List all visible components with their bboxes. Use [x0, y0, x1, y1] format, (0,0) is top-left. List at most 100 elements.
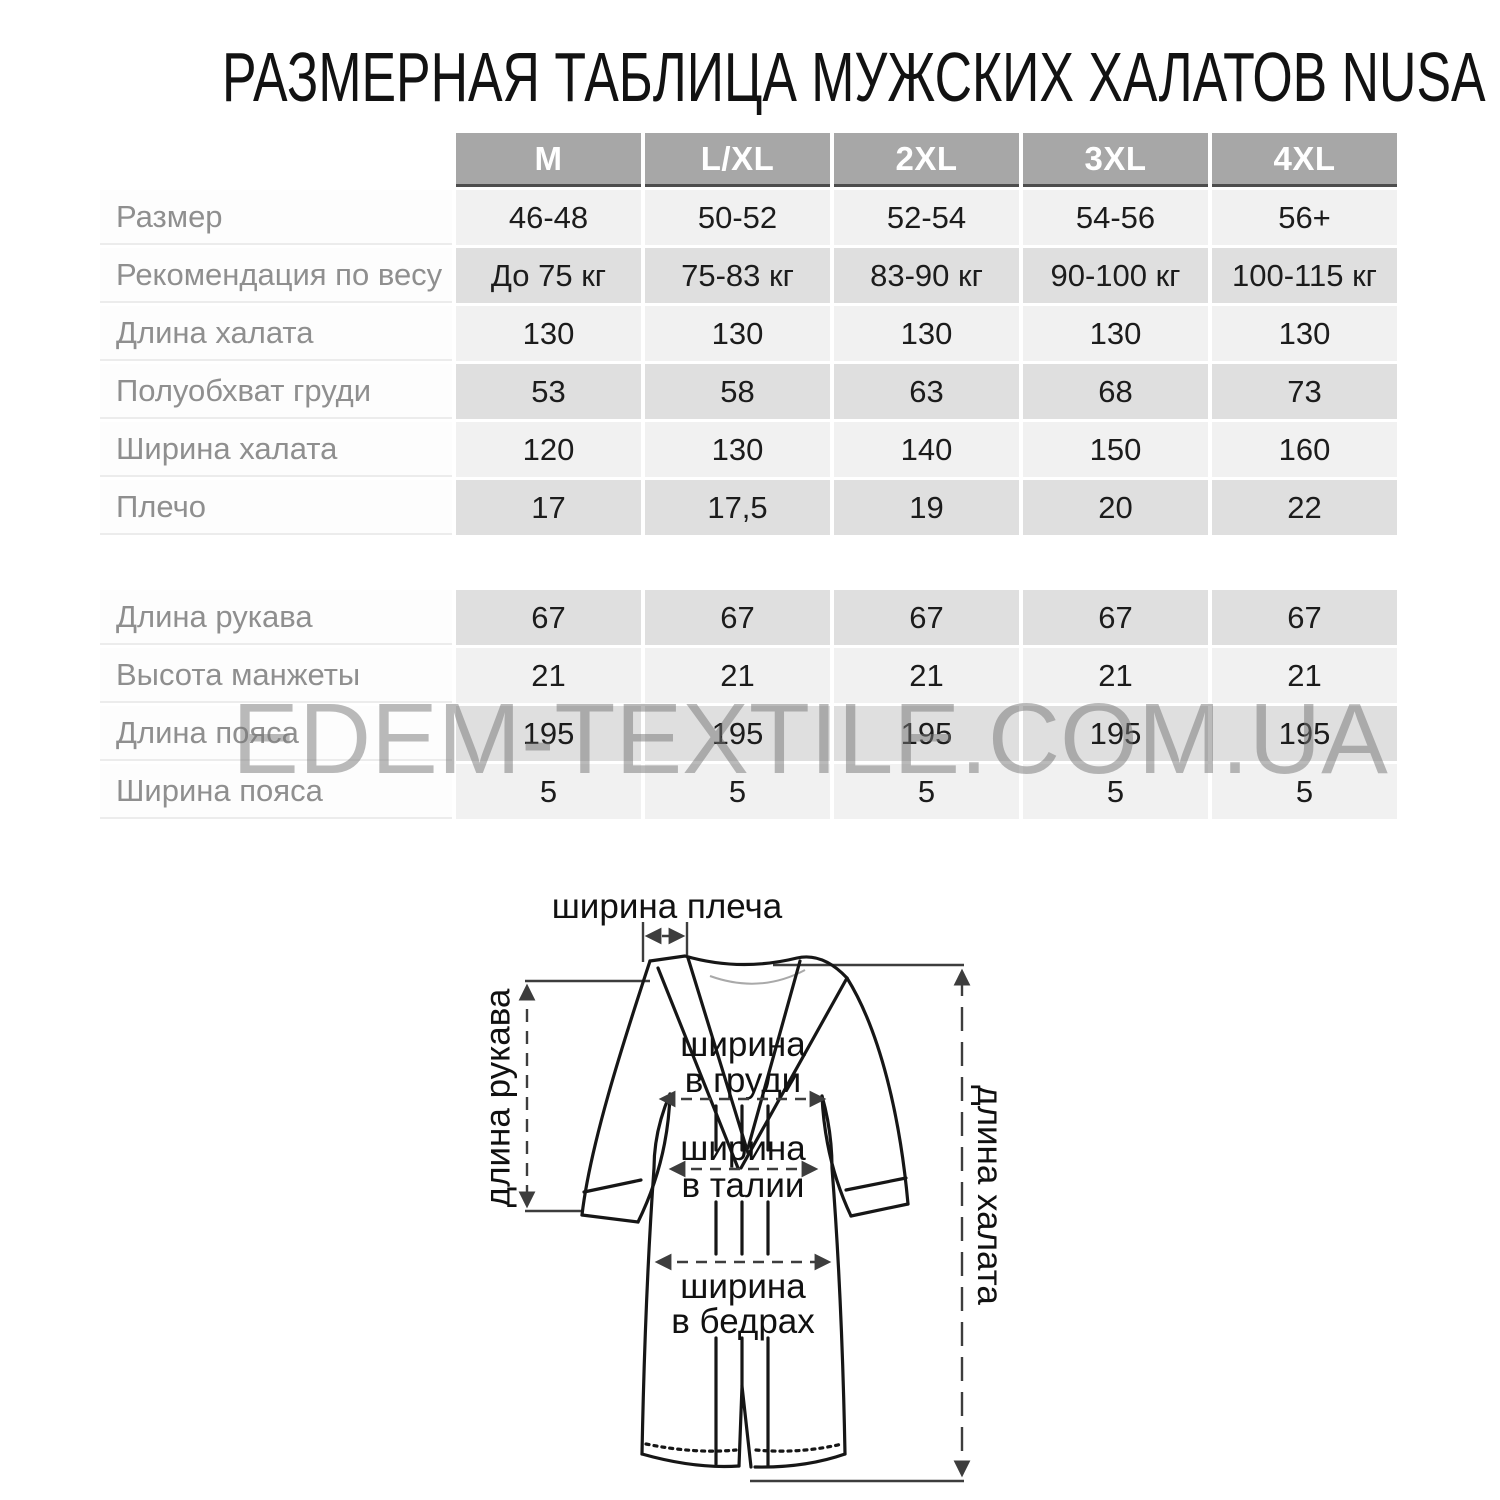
row-label: Длина рукава — [100, 590, 452, 645]
cell: 67 — [456, 590, 641, 645]
cell: 56+ — [1212, 190, 1397, 245]
column-header-2xl: 2XL — [834, 133, 1019, 187]
row-label: Длина халата — [100, 306, 452, 361]
row-robe-length: Длина халата 130 130 130 130 130 — [100, 306, 1397, 361]
row-cuff-height: Высота манжеты 21 21 21 21 21 — [100, 648, 1397, 703]
robe-collar-left-inner — [686, 956, 750, 1155]
row-label: Ширина пояса — [100, 764, 452, 819]
robe-collar-right-outer — [739, 976, 849, 1170]
cell: 68 — [1023, 364, 1208, 419]
robe-bottom-slit — [737, 1384, 753, 1469]
cell: 5 — [645, 764, 830, 819]
cell: 67 — [834, 590, 1019, 645]
cell: 73 — [1212, 364, 1397, 419]
cell: 19 — [834, 480, 1019, 535]
robe-front-lines-middle — [714, 1200, 770, 1256]
robe-hem-stitch-left — [644, 1442, 738, 1453]
diagram-label-chest-width-1: ширина — [680, 1025, 806, 1064]
cell: 58 — [645, 364, 830, 419]
cell: 5 — [834, 764, 1019, 819]
cell: 195 — [456, 706, 641, 761]
row-label: Длина пояса — [100, 706, 452, 761]
row-shoulder: Плечо 17 17,5 19 20 22 — [100, 480, 1397, 535]
cell: 75-83 кг — [645, 248, 830, 303]
robe-cuff-left-end — [580, 1213, 640, 1224]
cell: 52-54 — [834, 190, 1019, 245]
robe-hem-left — [640, 1452, 741, 1469]
cell: 22 — [1212, 480, 1397, 535]
row-label: Рекомендация по весу — [100, 248, 452, 303]
robe-body-left — [640, 1092, 672, 1456]
cell: 130 — [1023, 306, 1208, 361]
cell: 130 — [1212, 306, 1397, 361]
robe-measurement-diagram: ширина плеча длина рукава длина халата — [470, 866, 1015, 1500]
robe-sleeve-left-outer — [580, 959, 652, 1217]
cell: 195 — [1212, 706, 1397, 761]
table-block-gap — [100, 538, 1397, 590]
robe-body-right — [820, 1094, 847, 1456]
cell: 21 — [1212, 648, 1397, 703]
diagram-label-waist-width-2: в талии — [682, 1166, 805, 1205]
row-label: Ширина халата — [100, 422, 452, 477]
row-sleeve-length: Длина рукава 67 67 67 67 67 — [100, 590, 1397, 645]
cell: 100-115 кг — [1212, 248, 1397, 303]
cell: 20 — [1023, 480, 1208, 535]
column-header-4xl: 4XL — [1212, 133, 1397, 187]
row-size: Размер 46-48 50-52 52-54 54-56 56+ — [100, 190, 1397, 245]
cell: 63 — [834, 364, 1019, 419]
robe-cuff-right-end — [849, 1202, 910, 1218]
cell: 140 — [834, 422, 1019, 477]
robe-cuff-left-band — [582, 1178, 643, 1194]
column-header-lxl: L/XL — [645, 133, 830, 187]
diagram-label-hips-width-2: в бедрах — [671, 1302, 815, 1341]
cell: 130 — [645, 306, 830, 361]
cell: 130 — [834, 306, 1019, 361]
cell: До 75 кг — [456, 248, 641, 303]
cell: 17,5 — [645, 480, 830, 535]
cell: 150 — [1023, 422, 1208, 477]
robe-diagram-svg: ширина плеча длина рукава длина халата — [478, 887, 1009, 1483]
table-header-row: M L/XL 2XL 3XL 4XL — [100, 133, 1397, 187]
cell: 5 — [1023, 764, 1208, 819]
cell: 53 — [456, 364, 641, 419]
cell: 21 — [1023, 648, 1208, 703]
robe-sleeve-right-outer — [845, 976, 910, 1206]
cell: 160 — [1212, 422, 1397, 477]
robe-hem-stitch-right — [754, 1442, 844, 1453]
robe-cuff-right-band — [844, 1176, 908, 1192]
cell: 120 — [456, 422, 641, 477]
robe-front-lines-lower — [714, 1336, 770, 1467]
diagram-label-hips-width-1: ширина — [680, 1267, 806, 1306]
cell: 21 — [834, 648, 1019, 703]
cell: 195 — [645, 706, 830, 761]
cell: 67 — [1023, 590, 1208, 645]
row-label: Высота манжеты — [100, 648, 452, 703]
page-title: РАЗМЕРНАЯ ТАБЛИЦА МУЖСКИХ ХАЛАТОВ NUSA — [221, 38, 1486, 117]
cell: 46-48 — [456, 190, 641, 245]
cell: 195 — [834, 706, 1019, 761]
cell: 50-52 — [645, 190, 830, 245]
diagram-label-waist-width-1: ширина — [680, 1129, 806, 1168]
column-header-3xl: 3XL — [1023, 133, 1208, 187]
cell: 83-90 кг — [834, 248, 1019, 303]
cell: 195 — [1023, 706, 1208, 761]
cell: 21 — [645, 648, 830, 703]
cell: 67 — [645, 590, 830, 645]
cell: 21 — [456, 648, 641, 703]
cell: 17 — [456, 480, 641, 535]
cell: 54-56 — [1023, 190, 1208, 245]
robe-hem-right — [753, 1452, 847, 1469]
diagram-label-sleeve-length: длина рукава — [478, 988, 517, 1207]
row-belt-length: Длина пояса 195 195 195 195 195 — [100, 706, 1397, 761]
robe-sleeve-left-inner — [636, 1092, 672, 1224]
header-corner-cell — [100, 133, 452, 187]
cell: 67 — [1212, 590, 1397, 645]
cell: 90-100 кг — [1023, 248, 1208, 303]
row-robe-width: Ширина халата 120 130 140 150 160 — [100, 422, 1397, 477]
robe-collar-left-outer — [656, 966, 740, 1170]
row-weight-recommendation: Рекомендация по весу До 75 кг 75-83 кг 8… — [100, 248, 1397, 303]
diagram-label-chest-width-2: в груди — [685, 1061, 801, 1100]
row-chest-half-girth: Полуобхват груди 53 58 63 68 73 — [100, 364, 1397, 419]
diagram-label-shoulder-width: ширина плеча — [552, 887, 783, 926]
size-table: M L/XL 2XL 3XL 4XL Размер 46-48 50-52 52… — [100, 133, 1397, 822]
